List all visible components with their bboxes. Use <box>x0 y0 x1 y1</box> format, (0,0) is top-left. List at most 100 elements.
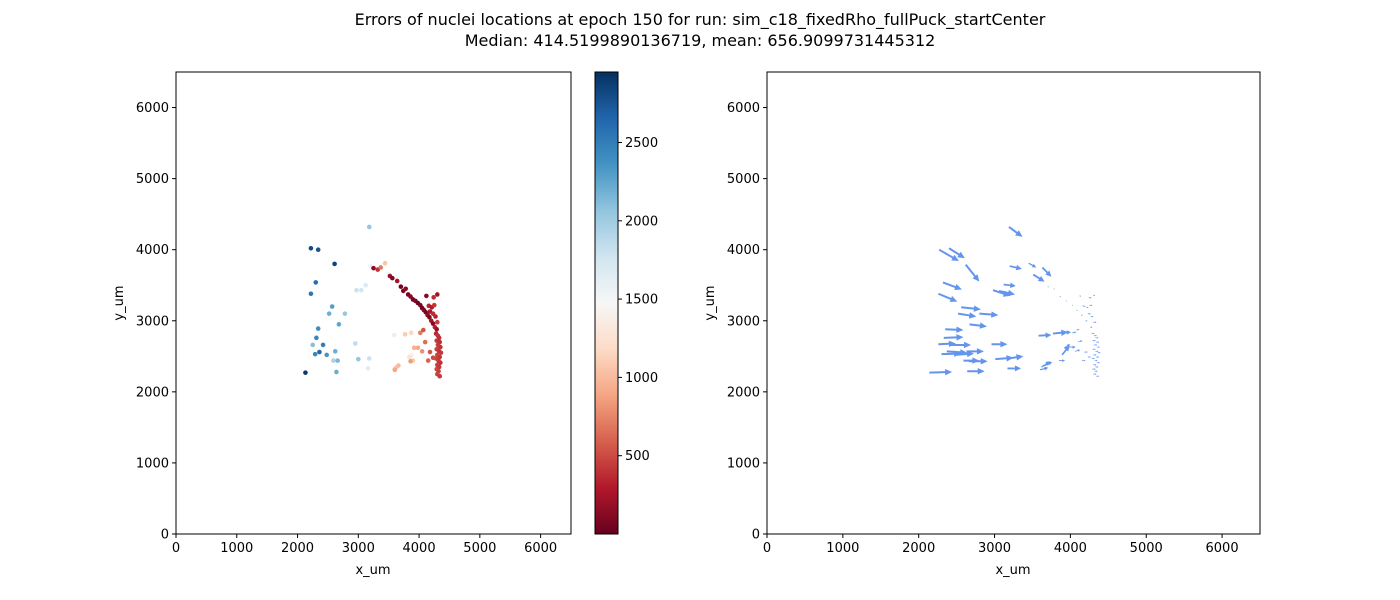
quiver-arrow <box>1074 349 1081 352</box>
quiver-arrow <box>1039 366 1049 371</box>
scatter-x-tick-label: 0 <box>172 541 180 556</box>
scatter-point <box>382 260 388 266</box>
quiver-arrow <box>1061 345 1070 356</box>
quiver-panel: 0 1000 2000 3000 4000 5000 6000 0 1000 2000 3000 4… <box>703 71 1261 578</box>
scatter-point <box>425 358 431 363</box>
scatter-point <box>435 319 440 325</box>
scatter-point <box>437 373 443 379</box>
scatter-point <box>417 330 423 336</box>
scatter-points <box>303 224 444 379</box>
scatter-point <box>430 321 436 326</box>
quiver-y-axis: 0 1000 2000 3000 4000 5000 6000 <box>727 101 767 543</box>
scatter-point <box>331 358 336 363</box>
quiver-arrow <box>943 334 964 341</box>
colorbar-tick-label: 1500 <box>625 293 658 308</box>
scatter-point <box>326 311 332 316</box>
scatter-point <box>430 355 436 361</box>
scatter-y-axis: 0 1000 2000 3000 4000 5000 6000 <box>136 101 176 543</box>
quiver-arrow <box>1096 375 1100 378</box>
quiver-arrow <box>1003 282 1016 288</box>
quiver-y-tick-label: 6000 <box>727 101 760 116</box>
quiver-arrow <box>966 348 984 355</box>
scatter-point <box>324 352 330 358</box>
scatter-point <box>314 335 319 341</box>
scatter-point <box>320 342 326 348</box>
quiver-arrow <box>969 322 987 329</box>
quiver-x-axis: 0 1000 2000 3000 4000 5000 6000 <box>763 534 1239 556</box>
scatter-panel: 0 1000 2000 3000 4000 5000 6000 0 1000 2000 3000 4… <box>112 71 572 578</box>
quiver-arrow <box>1095 350 1099 353</box>
scatter-point <box>396 363 401 368</box>
quiver-arrow <box>1047 286 1049 288</box>
quiver-arrow <box>1088 296 1092 299</box>
quiver-arrow <box>1008 226 1023 237</box>
quiver-arrow <box>1093 364 1097 366</box>
quiver-arrow <box>1096 356 1100 358</box>
quiver-y-tick-label: 1000 <box>727 456 760 471</box>
scatter-point <box>371 265 376 271</box>
scatter-point <box>342 311 348 316</box>
scatter-x-tick-label: 3000 <box>342 541 375 556</box>
quiver-arrow <box>1096 361 1100 364</box>
quiver-arrow <box>1044 361 1053 367</box>
quiver-arrow <box>1061 330 1072 335</box>
scatter-point <box>315 326 321 331</box>
quiver-arrow <box>995 355 1014 362</box>
quiver-arrow <box>1092 368 1096 370</box>
scatter-point <box>310 342 316 348</box>
quiver-arrow <box>1080 314 1083 317</box>
quiver-arrow <box>938 248 959 262</box>
scatter-point <box>308 245 314 251</box>
scatter-point <box>427 349 433 355</box>
quiver-arrows <box>929 226 1101 378</box>
quiver-y-tick-label: 4000 <box>727 243 760 258</box>
scatter-point <box>424 293 429 299</box>
quiver-arrow <box>968 358 988 365</box>
scatter-point <box>365 366 371 371</box>
figure-title-line1: Errors of nuclei locations at epoch 150 … <box>354 10 1046 29</box>
quiver-y-tick-label: 0 <box>752 528 760 543</box>
scatter-point <box>308 291 314 297</box>
quiver-x-tick-label: 0 <box>763 541 771 556</box>
scatter-x-tick-label: 4000 <box>403 541 436 556</box>
quiver-y-tick-label: 2000 <box>727 385 760 400</box>
quiver-arrow <box>1032 273 1045 282</box>
scatter-y-tick-label: 0 <box>161 528 169 543</box>
quiver-y-tick-label: 5000 <box>727 172 760 187</box>
colorbar-frame <box>594 71 619 535</box>
quiver-arrow <box>957 312 977 319</box>
quiver-x-axis-label: x_um <box>995 563 1030 578</box>
quiver-arrow <box>942 281 962 291</box>
colorbar-gradient <box>595 72 618 534</box>
scatter-y-axis-label: y_um <box>112 285 127 320</box>
figure-title: Errors of nuclei locations at epoch 150 … <box>0 9 1400 51</box>
scatter-point <box>335 358 340 363</box>
quiver-arrow <box>1085 320 1088 322</box>
scatter-point <box>419 349 425 354</box>
quiver-arrow <box>1052 329 1069 336</box>
figure-title-line2: Median: 414.5199890136719, mean: 656.909… <box>464 31 936 50</box>
scatter-point <box>415 345 421 351</box>
quiver-arrow <box>1041 266 1052 277</box>
quiver-arrow <box>1007 365 1022 372</box>
quiver-x-tick-label: 1000 <box>826 541 859 556</box>
scatter-point <box>438 344 443 350</box>
scatter-point <box>438 350 444 356</box>
quiver-x-tick-label: 4000 <box>1054 541 1087 556</box>
quiver-x-tick-label: 2000 <box>902 541 935 556</box>
quiver-arrow <box>1091 332 1095 335</box>
quiver-arrow <box>1090 326 1093 328</box>
quiver-arrow <box>1092 348 1096 350</box>
quiver-arrow <box>1096 346 1100 348</box>
scatter-point <box>336 322 342 327</box>
scatter-y-tick-label: 5000 <box>136 172 169 187</box>
quiver-arrow <box>1071 331 1077 334</box>
colorbar-tick-label: 2500 <box>625 136 658 151</box>
scatter-point <box>403 286 409 292</box>
quiver-arrow <box>945 326 964 333</box>
scatter-plot-frame <box>175 71 572 535</box>
scatter-x-tick-label: 5000 <box>463 541 496 556</box>
quiver-arrow <box>1093 321 1097 323</box>
scatter-point <box>313 280 319 285</box>
quiver-arrow <box>1094 359 1098 362</box>
